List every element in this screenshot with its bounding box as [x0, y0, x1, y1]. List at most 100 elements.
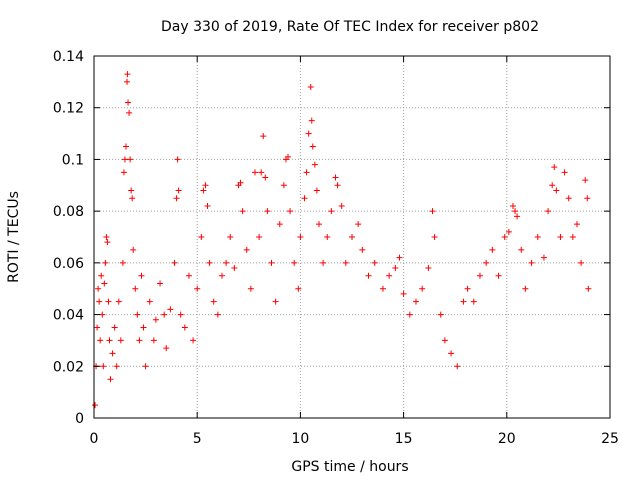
- data-point: [120, 169, 127, 176]
- data-point: [125, 99, 132, 106]
- data-point: [161, 311, 168, 318]
- data-point: [557, 234, 564, 240]
- points-layer: [92, 71, 592, 409]
- data-point: [365, 272, 372, 279]
- data-point: [124, 71, 131, 78]
- data-point: [551, 164, 558, 171]
- ticks-layer: 0 0.02 0.04 0.06 0.08 0.1 0.12 0.14 0 5 10 15 20 25: [53, 49, 619, 447]
- data-point: [406, 311, 413, 318]
- data-point: [305, 130, 312, 137]
- data-point: [96, 298, 103, 305]
- data-point: [117, 337, 124, 344]
- data-point: [311, 161, 318, 168]
- data-point: [138, 272, 145, 279]
- data-point: [100, 363, 107, 370]
- data-point: [239, 208, 246, 215]
- data-point: [355, 221, 362, 228]
- data-point: [476, 272, 483, 279]
- data-point: [214, 311, 221, 318]
- data-point: [512, 208, 519, 215]
- data-point: [132, 285, 139, 292]
- y-tick-label: 0.14: [53, 49, 84, 65]
- data-point: [334, 182, 341, 189]
- data-point: [412, 298, 419, 305]
- data-point: [268, 259, 275, 266]
- data-point: [307, 84, 314, 91]
- data-point: [565, 195, 572, 202]
- data-point: [419, 285, 426, 292]
- data-point: [167, 306, 174, 313]
- data-point: [489, 246, 496, 253]
- data-point: [185, 272, 192, 279]
- data-point: [101, 280, 108, 287]
- data-point: [545, 208, 552, 215]
- data-point: [106, 337, 113, 344]
- data-point: [130, 246, 137, 253]
- data-point: [136, 337, 143, 344]
- data-point: [171, 259, 178, 266]
- data-point: [509, 202, 516, 209]
- data-point: [441, 337, 448, 344]
- data-point: [320, 259, 327, 266]
- y-tick-label: 0.04: [53, 308, 84, 324]
- data-point: [396, 254, 403, 261]
- data-point: [157, 280, 164, 287]
- data-point: [514, 213, 521, 220]
- data-point: [231, 265, 238, 272]
- data-point: [190, 337, 197, 344]
- data-point: [308, 117, 315, 124]
- data-point: [287, 208, 294, 215]
- data-point: [584, 195, 591, 202]
- data-point: [291, 259, 298, 266]
- data-point: [501, 234, 508, 240]
- y-tick-label: 0.08: [53, 204, 84, 220]
- data-point: [534, 234, 541, 240]
- data-point: [425, 265, 432, 272]
- data-point: [122, 143, 129, 150]
- data-point: [295, 285, 302, 292]
- data-point: [549, 182, 556, 189]
- data-point: [285, 153, 292, 160]
- data-point: [528, 259, 535, 266]
- data-point: [328, 208, 335, 215]
- data-point: [94, 324, 101, 331]
- data-point: [198, 234, 205, 240]
- data-point: [99, 311, 106, 318]
- data-point: [437, 311, 444, 318]
- data-point: [173, 195, 180, 202]
- data-point: [578, 259, 585, 266]
- data-point: [379, 285, 386, 292]
- data-point: [95, 285, 102, 292]
- data-point: [573, 221, 580, 228]
- data-point: [247, 285, 254, 292]
- data-point: [431, 234, 438, 240]
- x-tick-label: 5: [193, 431, 202, 447]
- data-point: [204, 202, 211, 209]
- data-point: [540, 254, 547, 261]
- data-point: [301, 195, 308, 202]
- data-point: [97, 337, 104, 344]
- data-point: [126, 109, 133, 116]
- data-point: [315, 221, 322, 228]
- data-point: [177, 311, 184, 318]
- data-point: [227, 234, 234, 240]
- data-point: [264, 208, 271, 215]
- data-point: [102, 259, 109, 266]
- x-tick-label: 10: [291, 431, 309, 447]
- data-point: [107, 376, 114, 383]
- data-point: [127, 156, 134, 163]
- x-tick-label: 15: [395, 431, 413, 447]
- data-point: [429, 208, 436, 215]
- data-point: [371, 259, 378, 266]
- data-point: [105, 298, 112, 305]
- data-point: [113, 363, 120, 370]
- data-point: [338, 202, 345, 209]
- data-point: [103, 234, 110, 240]
- data-point: [464, 285, 471, 292]
- data-point: [272, 298, 279, 305]
- data-point: [313, 187, 320, 194]
- data-point: [128, 187, 135, 194]
- y-tick-label: 0.12: [53, 101, 84, 117]
- plot-frame: [93, 55, 611, 419]
- data-point: [163, 345, 170, 352]
